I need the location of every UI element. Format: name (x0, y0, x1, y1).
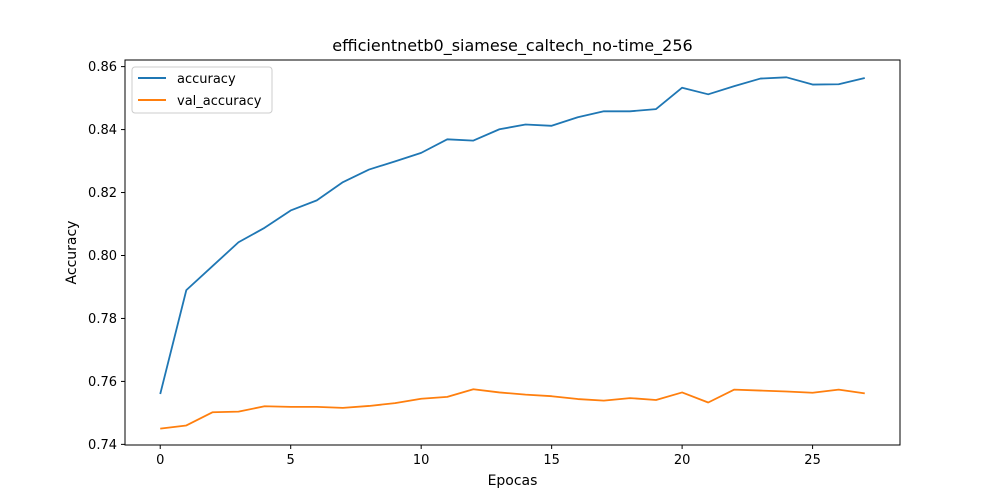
y-axis-ticks: 0.74 0.76 0.78 0.80 0.82 0.84 0.86 (88, 60, 125, 453)
y-tick-label: 0.82 (88, 186, 117, 201)
legend-label-accuracy: accuracy (177, 72, 236, 87)
y-tick-label: 0.86 (88, 60, 117, 75)
x-tick-label: 5 (287, 453, 295, 468)
x-axis-label: Epocas (488, 473, 538, 489)
x-tick-label: 15 (543, 453, 560, 468)
y-tick-label: 0.78 (88, 312, 117, 327)
x-tick-label: 0 (156, 453, 164, 468)
legend-label-val-accuracy: val_accuracy (177, 94, 262, 109)
y-tick-label: 0.80 (88, 249, 117, 264)
y-tick-label: 0.74 (88, 438, 117, 453)
legend: accuracy val_accuracy (131, 66, 273, 114)
chart-title: efficientnetb0_siamese_caltech_no-time_2… (332, 36, 692, 56)
x-tick-label: 20 (674, 453, 691, 468)
y-axis-label: Accuracy (64, 221, 80, 285)
series-line-val-accuracy (160, 388, 865, 430)
x-axis-ticks: 0 5 10 15 20 25 (156, 445, 821, 468)
legend-frame (131, 66, 273, 114)
x-tick-label: 25 (804, 453, 821, 468)
x-tick-label: 10 (413, 453, 430, 468)
y-tick-label: 0.84 (88, 123, 117, 138)
series-layer (159, 76, 865, 430)
series-line-accuracy (159, 76, 865, 395)
plot-frame (124, 59, 901, 446)
y-tick-label: 0.76 (88, 375, 117, 390)
